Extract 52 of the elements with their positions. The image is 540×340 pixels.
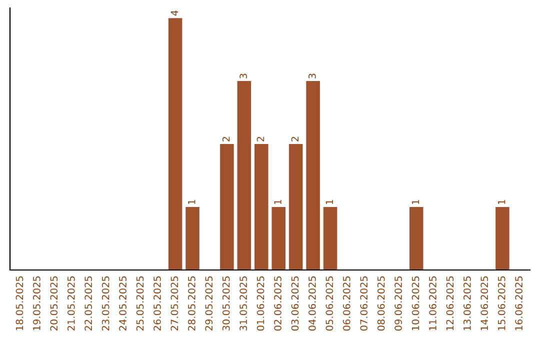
data-label: 2: [222, 136, 230, 142]
x-tick-label: 10.06.2025: [412, 276, 420, 330]
data-label: 2: [291, 136, 299, 142]
x-tick-label: 20.05.2025: [50, 276, 58, 331]
data-label: 3: [308, 74, 316, 78]
x-tick-label: 22.05.2025: [84, 276, 92, 331]
x-tick-label: 21.05.2025: [67, 276, 75, 331]
x-tick-label: 24.05.2025: [119, 276, 126, 331]
x-tick-label: 03.06.2025: [291, 276, 299, 331]
x-tick-label: 15.06.2025: [498, 276, 506, 330]
x-tick-label: 05.06.2025: [326, 276, 334, 331]
x-tick-label: 07.06.2025: [360, 276, 368, 331]
x-tick-label: 27.05.2025: [170, 276, 178, 331]
data-label: 1: [412, 200, 420, 204]
x-tick-label: 29.05.2025: [205, 276, 213, 331]
x-tick-label: 19.05.2025: [33, 276, 40, 330]
x-tick-label: 09.06.2025: [394, 276, 402, 331]
x-tick-label: 12.06.2025: [446, 276, 454, 330]
x-tick-label: 28.05.2025: [188, 276, 196, 331]
bar: [272, 207, 286, 270]
x-tick-label: 31.05.2025: [240, 276, 247, 330]
bar: [288, 144, 303, 270]
x-tick-label: 25.05.2025: [136, 276, 144, 331]
x-tick-label: 02.06.2025: [274, 276, 282, 331]
x-tick-label: 11.06.2025: [429, 276, 436, 330]
data-label: 1: [326, 200, 333, 204]
x-tick-label: 23.05.2025: [102, 276, 110, 331]
bar: [496, 207, 510, 270]
data-label: 1: [498, 200, 506, 204]
bar: [168, 18, 182, 270]
bar: [323, 207, 338, 270]
x-tick-label: 18.05.2025: [16, 276, 24, 330]
x-tick-label: 04.06.2025: [308, 276, 316, 331]
x-tick-label: 08.06.2025: [377, 276, 385, 331]
bar: [237, 81, 252, 270]
x-tick-label: 26.05.2025: [154, 276, 161, 331]
x-tick-label: 14.06.2025: [480, 276, 488, 330]
bar: [254, 144, 268, 270]
x-tick-label: 01.06.2025: [256, 276, 264, 331]
bar: [220, 144, 234, 270]
data-label: 1: [274, 200, 282, 204]
x-tick-label: 06.06.2025: [342, 276, 350, 331]
bar: [306, 81, 320, 270]
data-label: 4: [170, 10, 178, 16]
bar: [409, 207, 424, 270]
x-tick-label: 30.05.2025: [222, 276, 230, 330]
x-tick-label: 13.06.2025: [463, 276, 471, 330]
data-label: 1: [188, 200, 196, 204]
bar: [186, 207, 200, 270]
data-label: 3: [240, 74, 247, 78]
x-tick-label: 16.06.2025: [515, 276, 522, 330]
data-label: 2: [256, 136, 264, 142]
